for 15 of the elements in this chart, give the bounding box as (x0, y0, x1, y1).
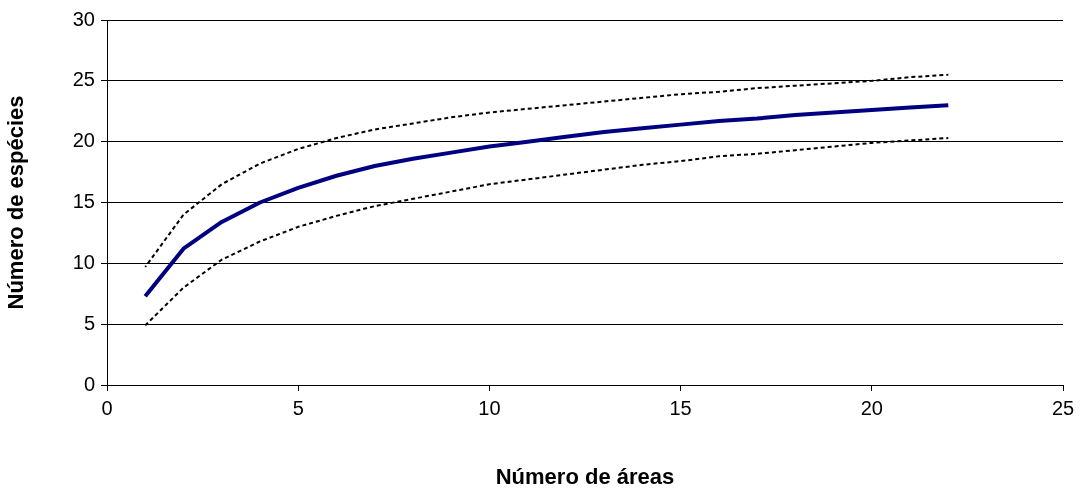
y-tick-label: 10 (72, 250, 95, 273)
y-tick-label: 5 (83, 311, 95, 334)
x-tick-label: 5 (292, 396, 304, 419)
y-tick-label: 20 (72, 129, 95, 152)
x-tick-label: 10 (478, 396, 501, 419)
y-tick-label: 0 (83, 372, 95, 395)
y-tick-label: 25 (72, 68, 95, 91)
x-tick-label: 25 (1051, 396, 1075, 419)
y-axis-title: Número de espécies (3, 95, 29, 310)
y-tick-label: 15 (72, 190, 95, 213)
x-tick-label: 20 (860, 396, 883, 419)
x-tick-label: 0 (101, 396, 113, 419)
y-tick-label: 30 (72, 7, 95, 30)
x-tick-label: 15 (669, 396, 692, 419)
x-axis-title: Número de áreas (495, 463, 675, 489)
